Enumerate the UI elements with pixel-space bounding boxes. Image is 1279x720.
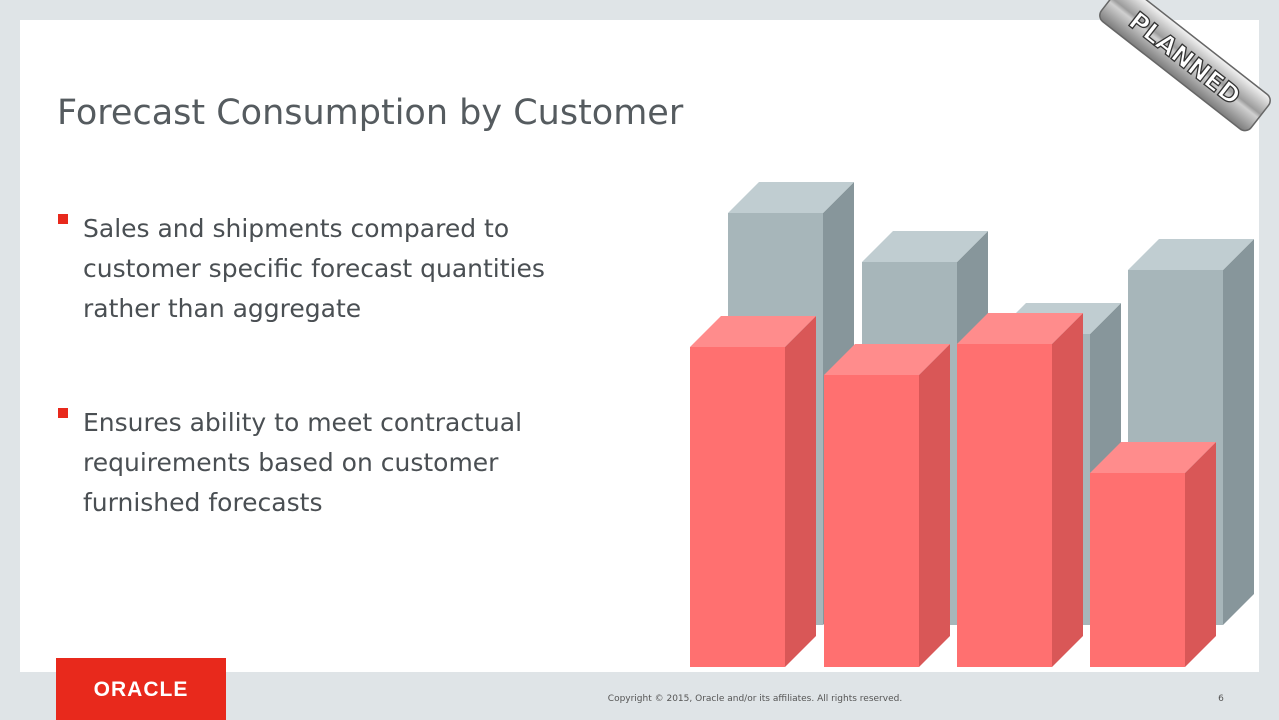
bullet-marker (58, 408, 68, 418)
bullet-text: Ensures ability to meet contractual (83, 408, 522, 437)
bullet-marker (58, 214, 68, 224)
bar-top (862, 231, 988, 262)
bar-front (824, 375, 919, 667)
slide-title: Forecast Consumption by Customer (57, 93, 684, 133)
bullet-text: rather than aggregate (83, 294, 361, 323)
bar-top (690, 316, 816, 347)
bar-front (957, 344, 1052, 667)
bullet-text: Sales and shipments compared to (83, 214, 509, 243)
copyright: Copyright © 2015, Oracle and/or its affi… (608, 694, 902, 704)
bullet-list: Sales and shipments compared to customer … (58, 214, 545, 517)
bar-top (824, 344, 950, 375)
bar-top (1090, 442, 1216, 473)
bar-top (1128, 239, 1254, 270)
logo: ORACLE (94, 678, 189, 701)
logo-box (56, 658, 226, 720)
bar-front (1090, 473, 1185, 667)
bullet-text: customer specific forecast quantities (83, 254, 545, 283)
bullet-text: requirements based on customer (83, 448, 499, 477)
bar-top (957, 313, 1083, 344)
bar-side (919, 344, 950, 667)
bar-side (1185, 442, 1216, 667)
page-number: 6 (1218, 694, 1224, 704)
bar-side (785, 316, 816, 667)
bar-side (1223, 239, 1254, 625)
bar-front (690, 347, 785, 667)
illustration (690, 182, 1254, 667)
bar-top (728, 182, 854, 213)
bullet-text: furnished forecasts (83, 488, 322, 517)
bar-side (1052, 313, 1083, 667)
